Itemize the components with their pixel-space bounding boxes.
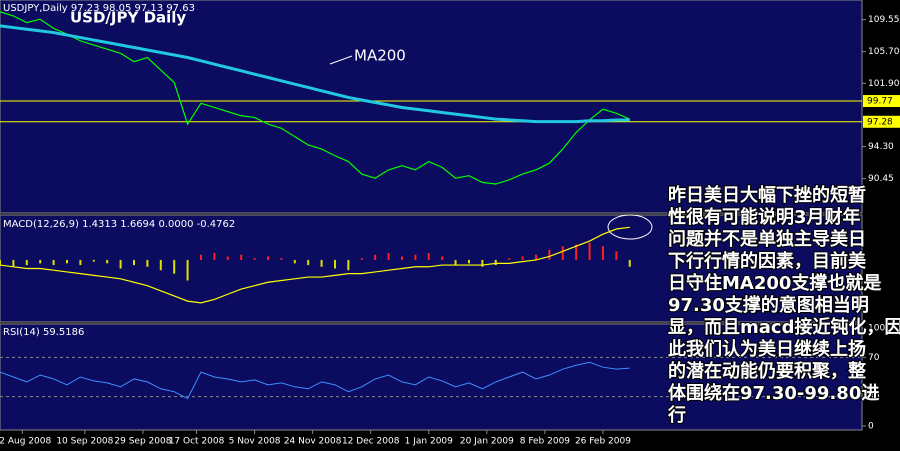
histogram-bar bbox=[307, 259, 310, 266]
y-tick-label: 70 bbox=[868, 353, 880, 363]
histogram-bar bbox=[347, 259, 350, 271]
histogram-bar bbox=[534, 254, 537, 260]
y-tick-label: 105.70 bbox=[868, 47, 900, 57]
histogram-bar bbox=[65, 259, 68, 264]
signal-line bbox=[0, 226, 630, 304]
histogram-bar bbox=[159, 259, 162, 271]
histogram-bar bbox=[521, 256, 524, 260]
histogram-bar bbox=[615, 251, 618, 260]
histogram-bar bbox=[12, 259, 15, 267]
overlay-text-line: 昨日美日大幅下挫的短暂 bbox=[668, 184, 866, 206]
x-tick-label: 29 Sep 2008 bbox=[114, 437, 171, 447]
x-tick-label: 5 Nov 2008 bbox=[229, 437, 281, 447]
histogram-bar bbox=[213, 253, 216, 260]
x-tick-label: 17 Oct 2008 bbox=[169, 437, 225, 447]
overlay-text-line: 体围绕在97.30-99.80进 bbox=[668, 382, 879, 404]
y-tick-label: 101.90 bbox=[868, 79, 900, 89]
annotation-pointer bbox=[329, 55, 353, 65]
x-tick-label: 12 Dec 2008 bbox=[342, 437, 400, 447]
histogram-bar bbox=[106, 259, 109, 264]
histogram-bar bbox=[253, 258, 256, 260]
histogram-bar bbox=[400, 256, 403, 260]
histogram-bar bbox=[575, 244, 578, 260]
y-tick-label: 100 bbox=[868, 324, 885, 334]
rsi-panel bbox=[0, 323, 863, 431]
rsi-title: RSI(14) 59.5186 bbox=[3, 327, 84, 338]
x-tick-label: 8 Feb 2009 bbox=[520, 437, 571, 447]
series-line bbox=[0, 24, 630, 124]
overlay-text-line: 此我们认为美日继续上扬 bbox=[668, 338, 866, 360]
histogram-bar bbox=[0, 259, 1, 266]
y-tick-label: 109.55 bbox=[868, 15, 900, 25]
histogram-bar bbox=[414, 254, 417, 260]
histogram-bar bbox=[360, 258, 363, 260]
histogram-bar bbox=[186, 259, 189, 281]
histogram-bar bbox=[226, 256, 229, 260]
histogram-bar bbox=[52, 259, 55, 266]
histogram-bar bbox=[588, 242, 591, 260]
histogram-bar bbox=[92, 259, 95, 262]
histogram-bar bbox=[467, 259, 470, 264]
overlay-text-line: 性很有可能说明3月财年 bbox=[668, 206, 861, 228]
y-tick-label: 90.45 bbox=[868, 174, 894, 184]
histogram-bar bbox=[266, 256, 269, 260]
price-title: USD/JPY Daily bbox=[70, 9, 186, 27]
macd-title: MACD(12,26,9) 1.4313 1.6694 0.0000 -0.47… bbox=[3, 219, 235, 230]
x-tick-label: 24 Nov 2008 bbox=[284, 437, 342, 447]
x-tick-label: 10 Sep 2008 bbox=[56, 437, 113, 447]
histogram-bar bbox=[601, 246, 604, 260]
histogram-bar bbox=[293, 259, 296, 264]
histogram-bar bbox=[132, 259, 135, 266]
x-tick-label: 1 Jan 2009 bbox=[405, 437, 453, 447]
series-line bbox=[0, 361, 630, 400]
x-tick-label: 26 Feb 2009 bbox=[575, 437, 631, 447]
histogram-bar bbox=[508, 258, 511, 260]
level-label: 97.28 bbox=[867, 117, 893, 127]
y-tick-label: 94.30 bbox=[868, 142, 894, 152]
overlay-text-line: 日守住MA200支撑也就是 bbox=[668, 272, 881, 294]
overlay-text-line: 的潜在动能仍要积聚，整 bbox=[668, 360, 866, 382]
histogram-bar bbox=[25, 259, 28, 266]
histogram-bar bbox=[119, 259, 122, 269]
histogram-bar bbox=[173, 259, 176, 274]
overlay-text-line: 97.30支撑的意图相当明 bbox=[668, 294, 869, 316]
overlay-text-line: 问题并不是单独主导美日 bbox=[668, 228, 866, 250]
macd-panel bbox=[0, 214, 863, 323]
price-panel bbox=[0, 0, 863, 214]
annotation: MA200 bbox=[354, 47, 406, 65]
overlay-text-line: 下行行情的因素，目前美 bbox=[668, 250, 866, 272]
histogram-bar bbox=[320, 259, 323, 267]
level-label: 99.77 bbox=[867, 97, 893, 107]
histogram-bar bbox=[427, 253, 430, 260]
level-tag bbox=[863, 95, 900, 108]
histogram-bar bbox=[454, 259, 457, 266]
histogram-bar bbox=[441, 256, 444, 260]
histogram-bar bbox=[494, 259, 497, 266]
level-tag bbox=[863, 115, 900, 128]
histogram-bar bbox=[387, 253, 390, 260]
x-tick-label: 22 Aug 2008 bbox=[0, 437, 51, 447]
x-tick-label: 20 Jan 2009 bbox=[460, 437, 514, 447]
histogram-bar bbox=[481, 259, 484, 267]
histogram-bar bbox=[146, 259, 149, 267]
histogram-bar bbox=[374, 254, 377, 260]
histogram-bar bbox=[548, 249, 551, 260]
overlay-text-line: 行 bbox=[667, 404, 686, 426]
histogram-bar bbox=[628, 259, 631, 267]
histogram-bar bbox=[561, 246, 564, 260]
histogram-bar bbox=[240, 254, 243, 260]
y-tick-label: 30 bbox=[868, 392, 880, 402]
highlight-circle bbox=[607, 214, 653, 240]
overlay-text-line: 显，而且macd接近钝化，因 bbox=[668, 316, 900, 338]
price-subtitle: USDJPY,Daily 97.23 98.05 97.13 97.63 bbox=[3, 3, 195, 14]
histogram-bar bbox=[79, 259, 82, 266]
series-line bbox=[0, 11, 630, 185]
y-tick-label: 0 bbox=[868, 422, 874, 432]
histogram-bar bbox=[280, 258, 283, 260]
histogram-bar bbox=[39, 259, 42, 264]
histogram-bar bbox=[199, 254, 202, 260]
histogram-bar bbox=[333, 259, 336, 269]
